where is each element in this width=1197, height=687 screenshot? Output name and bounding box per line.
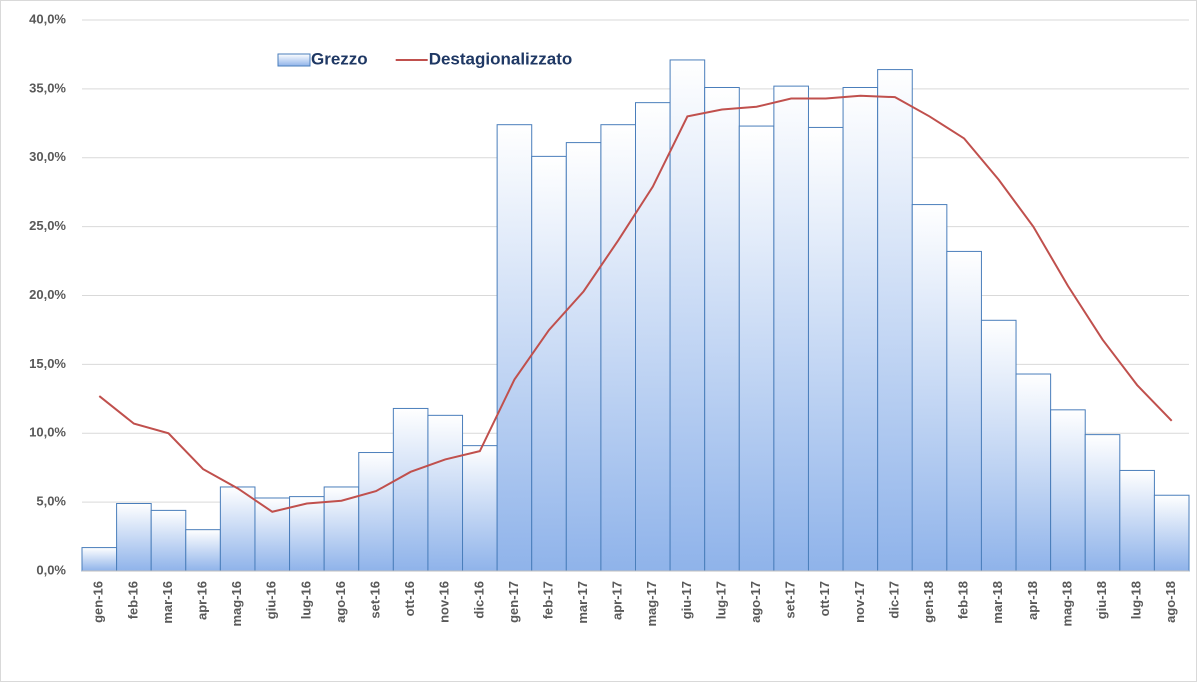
bar (773, 85, 809, 572)
bar (980, 319, 1017, 572)
bar (911, 204, 948, 572)
x-tick-label: set-17 (783, 581, 798, 619)
bar (531, 155, 567, 572)
x-tick-label: apr-18 (1025, 581, 1040, 620)
x-tick-label: mag-16 (229, 581, 244, 627)
bar (738, 125, 775, 572)
y-tick-label: 30,0% (29, 149, 66, 164)
bar (669, 59, 706, 572)
bar (1084, 434, 1121, 572)
bar (427, 414, 464, 572)
x-tick-label: feb-18 (956, 581, 971, 619)
bar (289, 496, 325, 572)
bar (842, 86, 879, 572)
bar (219, 486, 256, 572)
x-tick-label: ott-17 (817, 581, 832, 616)
bar (635, 102, 671, 572)
x-tick-label: mar-17 (575, 581, 590, 624)
bar (150, 509, 187, 572)
x-tick-label: nov-17 (852, 581, 867, 623)
bar (1119, 469, 1155, 572)
legend-label: Destagionalizzato (429, 49, 573, 68)
y-tick-label: 10,0% (29, 425, 66, 440)
bar (392, 407, 429, 572)
y-tick-label: 35,0% (29, 80, 66, 95)
bar (185, 529, 221, 572)
x-tick-label: ago-17 (748, 581, 763, 623)
x-tick-label: giu-17 (679, 581, 694, 619)
line (98, 94, 1173, 513)
x-tick-label: feb-17 (540, 581, 555, 619)
bar (323, 486, 360, 572)
legend-label: Grezzo (311, 49, 368, 68)
x-tick-label: gen-18 (921, 581, 936, 623)
x-tick-label: mag-17 (644, 581, 659, 627)
x-tick-label: ago-18 (1163, 581, 1178, 623)
bar (358, 452, 394, 572)
x-tick-label: gen-16 (91, 581, 106, 623)
x-tick-label: mar-16 (160, 581, 175, 624)
bar (807, 126, 844, 572)
x-tick-label: dic-17 (886, 581, 901, 619)
bar (600, 124, 636, 572)
x-tick-label: lug-16 (298, 581, 313, 619)
y-tick-label: 5,0% (36, 494, 66, 509)
x-tick-label: mar-18 (990, 581, 1005, 624)
x-tick-label: feb-16 (125, 581, 140, 619)
x-tick-label: lug-18 (1129, 581, 1144, 619)
bar (1153, 494, 1190, 572)
y-tick-label: 25,0% (29, 218, 66, 233)
x-tick-label: mag-18 (1059, 581, 1074, 627)
x-tick-label: giu-16 (264, 581, 279, 619)
bar (565, 142, 602, 572)
y-tick-label: 40,0% (29, 11, 66, 26)
bar (1015, 373, 1052, 572)
bar (496, 124, 533, 572)
y-tick-label: 15,0% (29, 356, 66, 371)
bar (877, 69, 913, 572)
bar (946, 250, 982, 572)
bar (81, 547, 118, 572)
x-tick-label: giu-18 (1094, 581, 1109, 619)
x-tick-label: ott-16 (402, 581, 417, 616)
x-tick-label: apr-16 (195, 581, 210, 620)
x-tick-label: ago-16 (333, 581, 348, 623)
bar (116, 503, 152, 572)
x-tick-label: set-16 (367, 581, 382, 619)
bar (462, 445, 498, 572)
legend-swatch (277, 53, 311, 67)
bar (1050, 409, 1086, 572)
x-tick-label: gen-17 (506, 581, 521, 623)
x-tick-label: dic-16 (471, 581, 486, 619)
x-tick-label: lug-17 (713, 581, 728, 619)
bar (704, 86, 740, 572)
y-tick-label: 0,0% (36, 562, 66, 577)
x-tick-label: apr-17 (610, 581, 625, 620)
x-tick-label: nov-16 (437, 581, 452, 623)
y-tick-label: 20,0% (29, 287, 66, 302)
